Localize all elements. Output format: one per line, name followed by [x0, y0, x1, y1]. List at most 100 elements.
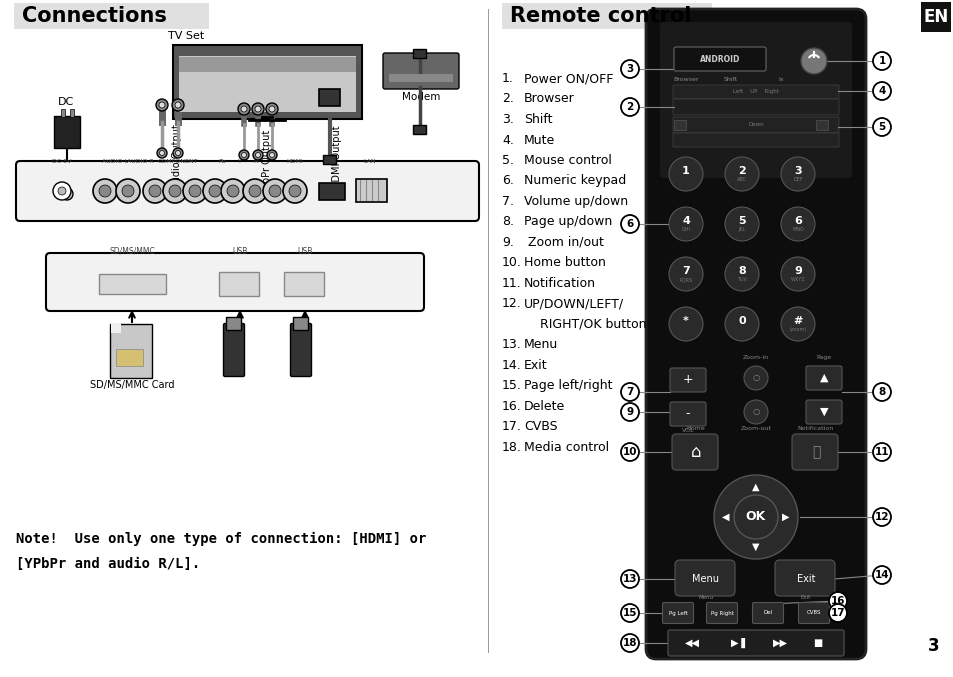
FancyBboxPatch shape — [669, 368, 705, 392]
Text: Remote control: Remote control — [510, 6, 691, 26]
Text: Audio Output: Audio Output — [172, 125, 182, 190]
Text: [YPbPr and audio R/L].: [YPbPr and audio R/L]. — [16, 557, 200, 571]
Text: ▼: ▼ — [819, 407, 827, 417]
Text: ▲: ▲ — [752, 482, 759, 492]
Text: OK: OK — [745, 510, 765, 523]
Text: 14: 14 — [874, 570, 888, 580]
FancyBboxPatch shape — [110, 324, 152, 378]
Text: WXYZ: WXYZ — [790, 278, 804, 282]
Circle shape — [620, 98, 639, 116]
Text: Volume up/down: Volume up/down — [523, 195, 627, 208]
Text: 3: 3 — [927, 637, 939, 655]
Circle shape — [241, 152, 246, 158]
Circle shape — [172, 99, 184, 111]
Text: 13.: 13. — [501, 338, 521, 351]
Text: Shift: Shift — [723, 77, 738, 82]
Circle shape — [203, 179, 227, 203]
Text: 4.: 4. — [501, 133, 514, 146]
Circle shape — [668, 207, 702, 241]
Circle shape — [174, 102, 181, 108]
FancyBboxPatch shape — [14, 3, 209, 29]
Text: 6: 6 — [793, 216, 801, 226]
Circle shape — [724, 307, 759, 341]
Text: LAN: LAN — [363, 159, 375, 164]
Text: Browser: Browser — [673, 77, 698, 82]
FancyBboxPatch shape — [672, 85, 838, 99]
FancyBboxPatch shape — [172, 45, 361, 119]
Text: Exit: Exit — [523, 359, 547, 372]
FancyBboxPatch shape — [774, 560, 834, 596]
Text: Page: Page — [816, 355, 831, 360]
Text: Page up/down: Page up/down — [523, 215, 612, 229]
FancyBboxPatch shape — [671, 434, 718, 470]
Text: 17.: 17. — [501, 420, 521, 433]
Text: 1: 1 — [878, 56, 884, 66]
Text: DC: DC — [58, 97, 74, 107]
Circle shape — [724, 257, 759, 291]
Circle shape — [159, 102, 165, 108]
FancyBboxPatch shape — [675, 560, 734, 596]
FancyBboxPatch shape — [413, 125, 426, 133]
Circle shape — [620, 443, 639, 461]
Text: SD/MS/MMC: SD/MS/MMC — [109, 247, 154, 256]
Text: HDMI Output: HDMI Output — [332, 125, 341, 189]
Circle shape — [781, 307, 814, 341]
Text: Home button: Home button — [523, 257, 605, 269]
Text: 6.: 6. — [501, 175, 514, 188]
Text: 12.: 12. — [501, 297, 521, 311]
Text: USB: USB — [233, 247, 248, 256]
Text: 4: 4 — [878, 86, 884, 96]
Circle shape — [620, 383, 639, 401]
FancyBboxPatch shape — [111, 323, 121, 333]
Circle shape — [620, 60, 639, 78]
FancyBboxPatch shape — [501, 3, 711, 29]
Circle shape — [269, 185, 281, 197]
Circle shape — [116, 179, 140, 203]
Text: Power ON/OFF: Power ON/OFF — [523, 72, 613, 85]
Text: 9: 9 — [793, 266, 801, 276]
FancyBboxPatch shape — [179, 56, 355, 112]
Text: DC 5V: DC 5V — [52, 159, 71, 164]
Text: 1.: 1. — [501, 72, 514, 85]
Text: RIGHT/OK button: RIGHT/OK button — [523, 318, 646, 331]
Text: 12: 12 — [874, 512, 888, 522]
FancyBboxPatch shape — [284, 272, 324, 296]
FancyBboxPatch shape — [706, 603, 737, 624]
Circle shape — [668, 157, 702, 191]
Text: #: # — [793, 316, 801, 326]
Text: 5: 5 — [738, 216, 745, 226]
FancyBboxPatch shape — [116, 349, 143, 366]
Circle shape — [713, 475, 797, 559]
Text: Modem: Modem — [401, 92, 439, 102]
Text: Shift: Shift — [523, 113, 552, 126]
Text: 3: 3 — [626, 64, 633, 74]
Text: Pb: Pb — [218, 159, 226, 164]
Text: TV Set: TV Set — [168, 31, 204, 41]
Circle shape — [61, 188, 73, 200]
Circle shape — [828, 592, 846, 610]
Text: 18.: 18. — [501, 441, 521, 454]
Text: ⌂: ⌂ — [690, 443, 700, 461]
Text: Mouse control: Mouse control — [523, 154, 611, 167]
Text: SD/MS/MMC Card: SD/MS/MMC Card — [90, 380, 174, 390]
Text: ◀◀: ◀◀ — [684, 638, 699, 648]
Text: 8.: 8. — [501, 215, 514, 229]
Circle shape — [733, 495, 778, 539]
Text: Left    UP    Right: Left UP Right — [732, 89, 778, 95]
Text: 2: 2 — [626, 102, 633, 112]
Text: JKL: JKL — [738, 227, 745, 232]
Bar — [673, 120, 685, 130]
Text: Media control: Media control — [523, 441, 608, 454]
FancyBboxPatch shape — [294, 317, 308, 330]
Text: Delete: Delete — [523, 400, 565, 413]
Circle shape — [172, 148, 183, 158]
Bar — [61, 109, 65, 117]
Text: Zoom-in: Zoom-in — [742, 355, 768, 360]
FancyBboxPatch shape — [673, 47, 765, 71]
Circle shape — [283, 179, 307, 203]
Text: +: + — [682, 374, 693, 387]
Text: 9: 9 — [626, 407, 633, 417]
Circle shape — [743, 400, 767, 424]
Text: UP/DOWN/LEFT/: UP/DOWN/LEFT/ — [523, 297, 623, 311]
Text: ▲: ▲ — [819, 373, 827, 383]
